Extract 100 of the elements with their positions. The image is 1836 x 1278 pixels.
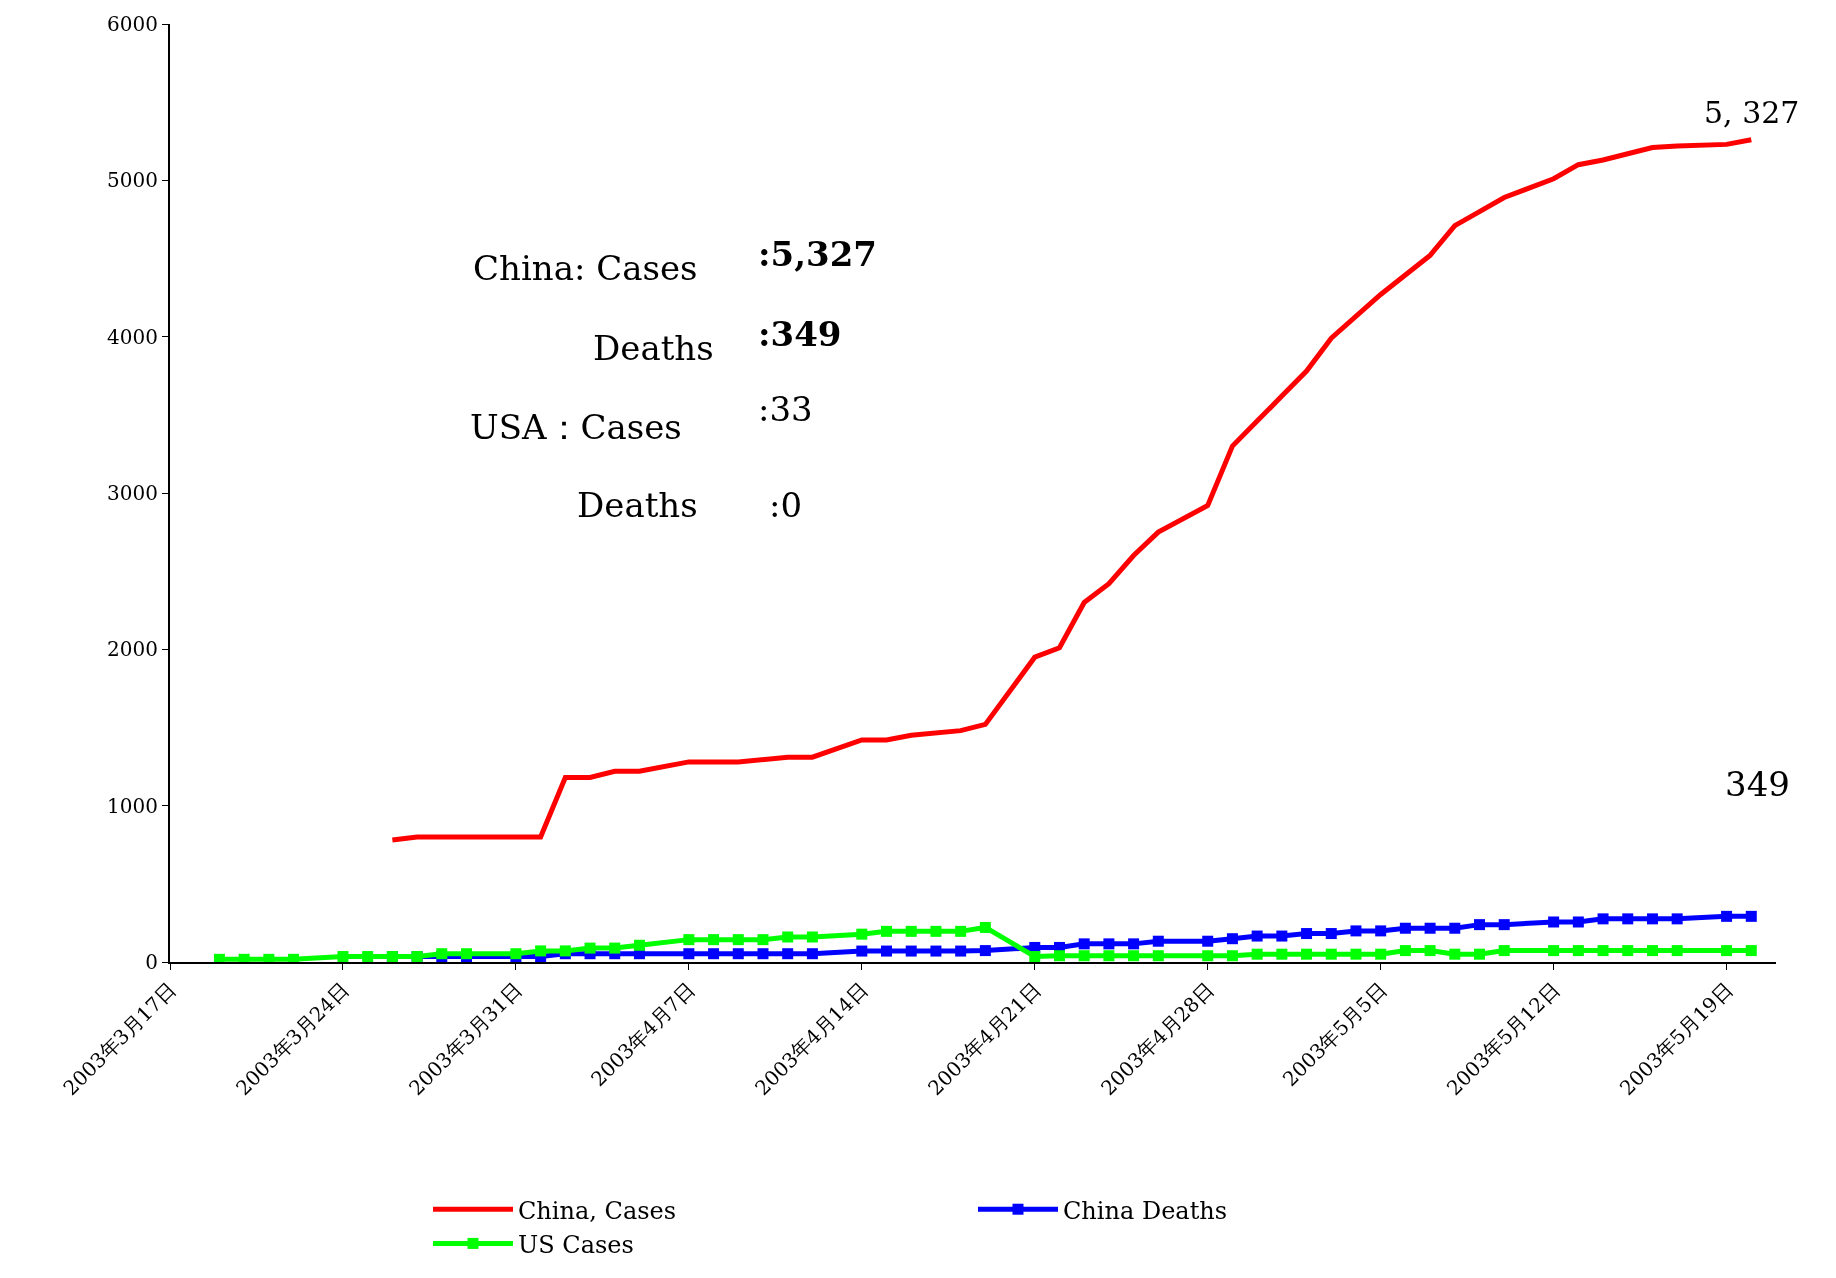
point	[213, 953, 225, 962]
point	[955, 945, 967, 957]
point	[905, 945, 917, 957]
point	[683, 948, 695, 960]
point	[1325, 948, 1337, 960]
point	[1350, 948, 1362, 960]
point	[782, 948, 794, 960]
point	[979, 945, 991, 957]
point	[1498, 945, 1510, 957]
y-tick-label: 3000	[107, 481, 158, 505]
point	[856, 945, 868, 957]
point	[1572, 945, 1584, 957]
point	[1498, 919, 1510, 931]
point	[362, 951, 374, 962]
annotation: USA：Cases	[470, 407, 682, 447]
point	[1646, 945, 1658, 957]
point	[806, 948, 818, 960]
legend-label: China Deaths	[1063, 1196, 1228, 1225]
point	[708, 948, 720, 960]
annotation: :33	[758, 389, 813, 429]
point	[1721, 945, 1733, 957]
annotation: China: Cases	[473, 248, 698, 288]
point	[1622, 913, 1634, 925]
point	[1399, 945, 1411, 957]
point	[708, 934, 720, 946]
point	[1424, 922, 1436, 934]
point	[1449, 948, 1461, 960]
annotation: 349	[1725, 764, 1790, 804]
point	[1226, 933, 1238, 945]
annotation: :0	[769, 485, 803, 525]
annotation: Deaths	[593, 328, 714, 368]
point	[238, 953, 250, 962]
annotation: :349	[758, 314, 842, 354]
point	[905, 925, 917, 937]
point	[1548, 916, 1560, 928]
point	[1325, 928, 1337, 940]
y-tick-label: 4000	[107, 324, 158, 349]
point	[1152, 950, 1164, 962]
point	[1622, 945, 1634, 957]
y-tick-label: 0	[145, 950, 158, 974]
point	[1103, 938, 1115, 950]
point	[1226, 950, 1238, 962]
y-tick-label: 1000	[107, 793, 158, 818]
point	[535, 945, 547, 957]
point	[1251, 930, 1263, 942]
point	[1202, 935, 1214, 947]
point	[856, 928, 868, 940]
annotation: Deaths	[577, 485, 698, 525]
point	[263, 953, 275, 962]
point	[1548, 945, 1560, 957]
point	[1745, 945, 1757, 957]
y-tick-label: 5000	[107, 168, 158, 193]
legend-label: China, Cases	[518, 1196, 677, 1225]
point	[757, 934, 769, 946]
point	[1597, 913, 1609, 925]
point	[337, 951, 349, 962]
point	[732, 948, 744, 960]
point	[1128, 950, 1140, 962]
point	[1078, 938, 1090, 950]
point	[881, 945, 893, 957]
point	[930, 945, 942, 957]
point	[1572, 916, 1584, 928]
point	[584, 942, 596, 954]
point	[1671, 913, 1683, 925]
point	[1474, 948, 1486, 960]
point	[1152, 935, 1164, 947]
point	[782, 931, 794, 943]
legend-label: US Cases	[518, 1230, 634, 1259]
point	[683, 934, 695, 946]
point	[1276, 930, 1288, 942]
point	[1597, 945, 1609, 957]
point	[288, 953, 300, 962]
point	[806, 931, 818, 943]
point	[1375, 925, 1387, 937]
point	[609, 942, 621, 954]
point	[1202, 950, 1214, 962]
y-tick-label: 2000	[107, 637, 158, 662]
point	[955, 925, 967, 937]
point	[1350, 925, 1362, 937]
point	[1721, 910, 1733, 922]
point	[1029, 951, 1041, 962]
point	[930, 925, 942, 937]
point	[1251, 948, 1263, 960]
point	[1053, 950, 1065, 962]
point	[633, 939, 645, 951]
point	[1103, 950, 1115, 962]
point	[1301, 948, 1313, 960]
point	[1078, 950, 1090, 962]
point	[1399, 922, 1411, 934]
point	[1646, 913, 1658, 925]
point	[1745, 910, 1757, 922]
point	[1671, 945, 1683, 957]
point	[1375, 948, 1387, 960]
point	[979, 921, 991, 933]
point	[1474, 919, 1486, 931]
point	[1128, 938, 1140, 950]
point	[1449, 922, 1461, 934]
point	[881, 925, 893, 937]
point	[1276, 948, 1288, 960]
annotation: 5, 327	[1704, 95, 1800, 130]
